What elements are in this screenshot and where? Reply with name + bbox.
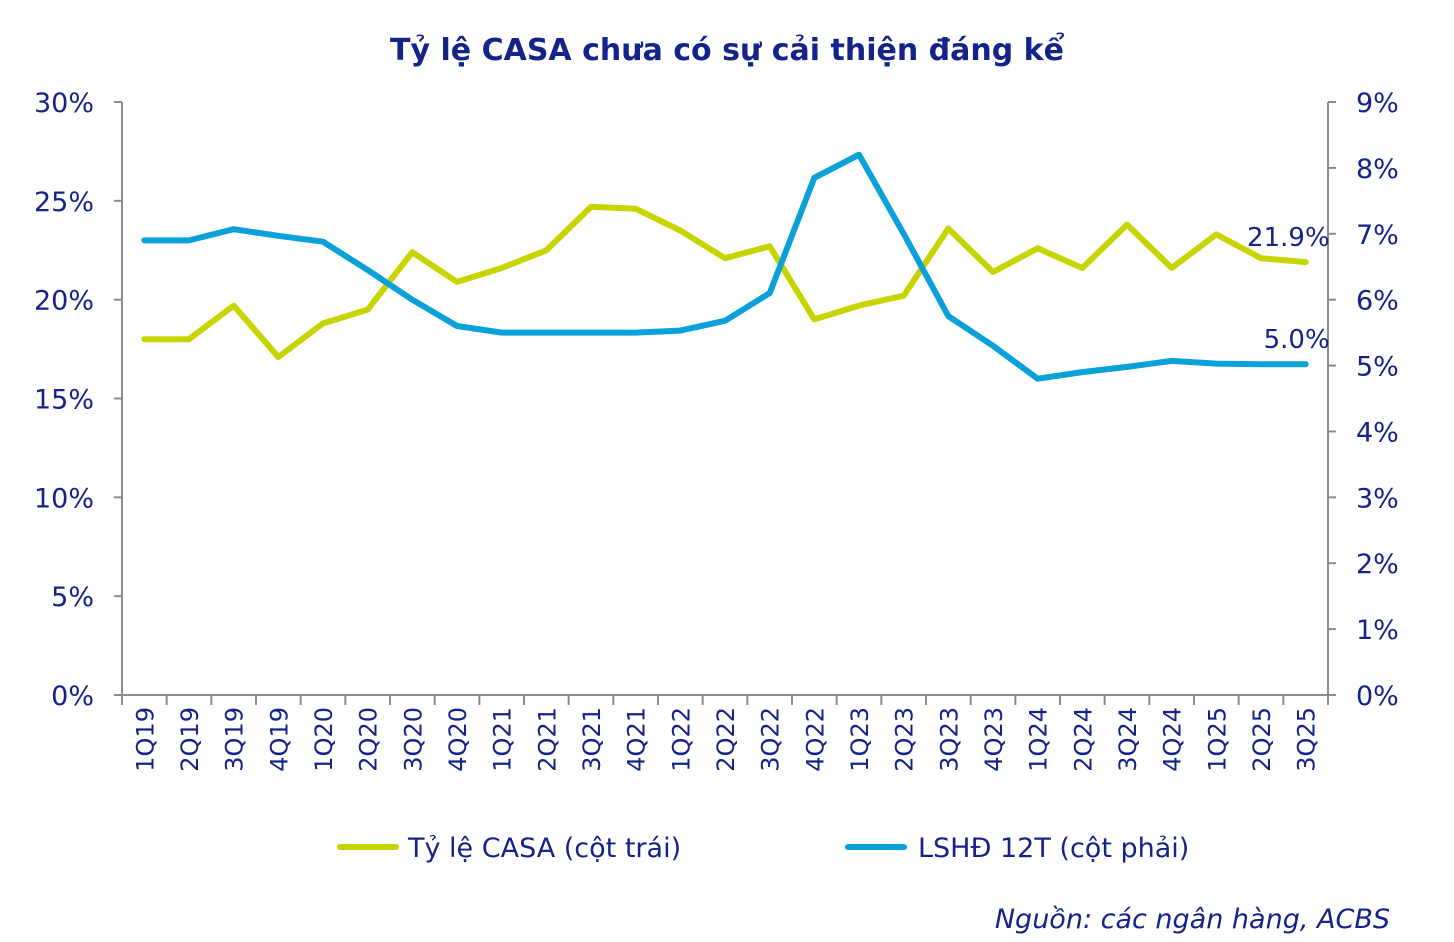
left-tick-label: 20% [34,286,94,317]
x-tick-label: 2Q21 [533,707,561,772]
x-tick-label: 1Q19 [131,707,159,772]
x-tick-label: 3Q23 [935,707,963,772]
right-tick-label: 7% [1356,220,1399,251]
right-tick-label: 2% [1356,549,1399,580]
x-tick-label: 3Q21 [578,707,606,772]
x-tick-label: 1Q21 [489,707,517,772]
left-tick-label: 0% [51,681,94,712]
end-value-label: 5.0% [1264,325,1330,355]
x-tick-label: 4Q21 [623,707,651,772]
x-tick-label: 2Q23 [891,707,919,772]
x-tick-label: 4Q23 [980,707,1008,772]
right-tick-label: 3% [1356,483,1399,514]
x-tick-label: 1Q25 [1203,707,1231,772]
left-tick-label: 10% [34,483,94,514]
casa-ratio-line [141,203,1309,360]
deposit-rate-line [141,151,1309,382]
annotations: 21.9% 5.0% [1247,223,1330,355]
right-tick-label: 4% [1356,417,1399,448]
left-tick-label: 15% [34,385,94,416]
series-lines [141,151,1309,382]
left-tick-label: 30% [34,88,94,119]
x-tick-label: 1Q23 [846,707,874,772]
x-tick-label: 1Q22 [667,707,695,772]
source-note: Nguồn: các ngân hàng, ACBS [995,904,1390,935]
x-tick-label: 4Q24 [1159,707,1187,772]
x-tick-label: 2Q24 [1069,707,1097,772]
x-tick-label: 4Q19 [265,707,293,772]
right-tick-label: 5% [1356,352,1399,383]
legend-label: Tỷ lệ CASA (cột trái) [407,833,681,864]
x-tick-label: 4Q20 [444,707,472,772]
end-value-label: 21.9% [1247,223,1330,253]
x-tick-label: 3Q25 [1293,707,1321,772]
x-tick-label: 2Q25 [1248,707,1276,772]
legend: Tỷ lệ CASA (cột trái) LSHĐ 12T (cột phải) [337,833,1189,864]
x-tick-label: 2Q19 [176,707,204,772]
left-tick-label: 25% [34,187,94,218]
right-tick-label: 9% [1356,88,1399,119]
x-tick-label: 3Q19 [221,707,249,772]
axes: 0% 5% 10% 15% 20% 25% 30% 0% 1% 2% 3% 4% 5% 6% 7% 8% 9% 1… [34,88,1399,772]
right-tick-label: 8% [1356,154,1399,185]
x-tick-label: 4Q22 [801,707,829,772]
chart-title: Tỷ lệ CASA chưa có sự cải thiện đáng kể [390,32,1065,68]
left-tick-label: 5% [51,582,94,613]
x-tick-label: 3Q24 [1114,707,1142,772]
x-tick-label: 1Q20 [310,707,338,772]
x-tick-label: 1Q24 [1025,707,1053,772]
right-tick-label: 6% [1356,286,1399,317]
x-tick-label: 3Q20 [399,707,427,772]
right-tick-label: 0% [1356,681,1399,712]
right-tick-label: 1% [1356,615,1399,646]
legend-label: LSHĐ 12T (cột phải) [918,833,1189,864]
x-tick-label: 2Q22 [712,707,740,772]
x-tick-label: 2Q20 [355,707,383,772]
x-tick-label: 3Q22 [757,707,785,772]
